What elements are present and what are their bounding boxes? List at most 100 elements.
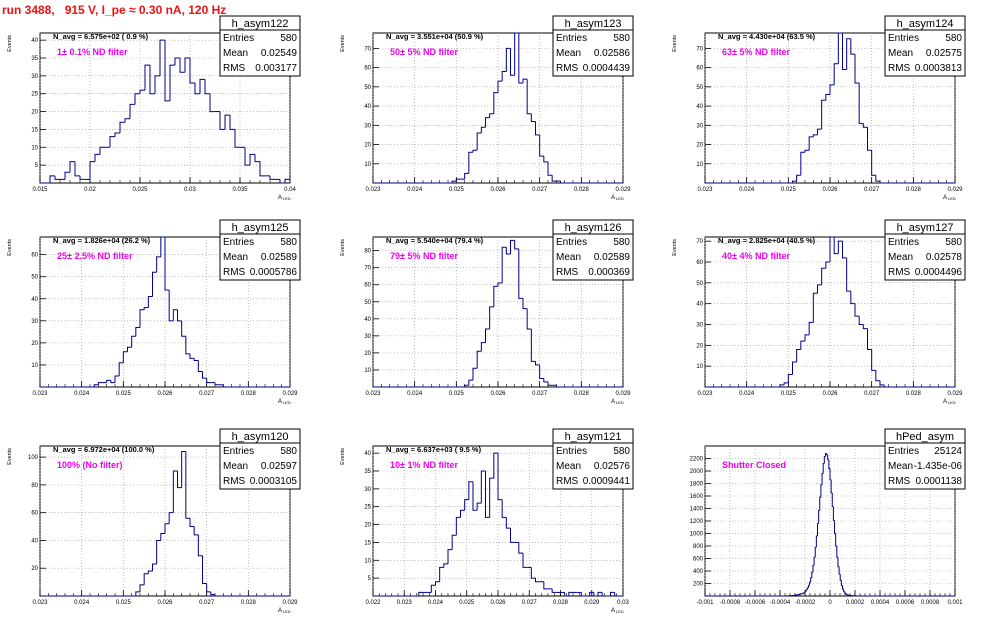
histogram-bin (160, 533, 165, 541)
histogram-bin (64, 171, 70, 180)
histogram-bin (543, 156, 548, 163)
histogram-bin (480, 470, 486, 504)
stats-label: Entries (556, 33, 587, 44)
histogram-bin (505, 517, 511, 529)
histogram-bin (122, 351, 128, 363)
histogram-panel-h_asym126: 0.023 0.024 0.025 0.026 0.027 0.028 0.029 10 20 3… (340, 219, 634, 405)
y-axis-label: Events (7, 448, 13, 465)
histogram-bin (172, 470, 178, 513)
histogram-bin (79, 175, 85, 180)
x-tick-label: 0.024 (739, 187, 755, 193)
y-tick-label: 25 (364, 505, 371, 511)
x-tick-label: 0.028 (241, 391, 257, 397)
y-tick-label: 1400 (690, 507, 704, 513)
y-tick-label: 80 (31, 483, 38, 489)
histogram-bin (74, 161, 80, 177)
stats-value: 0.0009441 (583, 476, 631, 487)
x-tick-label: 0.035 (232, 187, 248, 193)
stats-value: 580 (613, 33, 630, 44)
histogram-bin (284, 178, 290, 183)
histogram-bin (867, 328, 872, 350)
y-tick-label: 400 (693, 569, 704, 575)
x-tick-label: 0.026 (490, 187, 506, 193)
histogram-bin (135, 326, 140, 337)
histogram-bin (883, 384, 889, 388)
stats-label: RMS (888, 476, 911, 487)
histogram-bin (871, 349, 876, 371)
histogram-bins (705, 236, 955, 388)
histogram-bin (510, 528, 515, 543)
histogram-bin (837, 32, 843, 64)
histogram-bin (501, 246, 507, 284)
y-tick-label: 1600 (690, 494, 704, 500)
histogram-bin (134, 93, 140, 105)
stats-label: RMS (556, 476, 579, 487)
histogram-bin (210, 591, 215, 596)
histogram-bin (779, 384, 785, 387)
stats-value: 580 (945, 237, 962, 248)
stats-label: Entries (223, 237, 254, 248)
stats-label: RMS (556, 267, 579, 278)
histogram-bin (493, 92, 498, 114)
x-tick-label: 0.0002 (846, 600, 865, 606)
histogram-bin (185, 451, 190, 519)
x-tick-label: 0.029 (947, 187, 963, 193)
stats-value: 0.0004439 (583, 63, 631, 74)
x-tick-label: -0.0002 (795, 600, 816, 606)
histogram-bin (867, 127, 872, 151)
histogram-bin (846, 257, 851, 292)
y-tick-label: 800 (693, 544, 704, 550)
histogram-bin (497, 80, 503, 93)
histogram-bin (530, 113, 536, 122)
histogram-bin (202, 555, 207, 584)
histogram-bins (40, 236, 290, 388)
histogram-bin (817, 128, 822, 135)
x-axis-label-subscript: LED (948, 400, 956, 405)
y-axis-label: Events (7, 35, 13, 52)
histogram-bin (812, 134, 818, 137)
y-axis-label: Events (672, 35, 678, 52)
stats-label: Mean (888, 252, 913, 263)
histogram-bins (705, 32, 955, 184)
x-tick-label: 0.026 (490, 600, 506, 606)
histogram-bin (560, 181, 565, 184)
histogram-bin (168, 289, 174, 322)
histogram-panel-h_asym123: 0.023 0.024 0.025 0.026 0.027 0.028 0.029 10 20 3… (340, 15, 634, 201)
histogram-bin (194, 83, 200, 95)
stats-value: 580 (613, 446, 630, 457)
y-tick-label: 1200 (690, 519, 704, 525)
stats-label: Entries (556, 446, 587, 457)
x-tick-label: 0.023 (365, 391, 381, 397)
histogram-bin (139, 584, 145, 592)
histogram-bin (580, 592, 586, 597)
histogram-bin (94, 153, 100, 162)
y-axis-label: Events (340, 35, 346, 52)
y-tick-label: 15 (31, 127, 38, 133)
histogram-bin (199, 78, 205, 94)
x-tick-label: 0.028 (553, 600, 569, 606)
x-tick-label: 0.02 (84, 187, 96, 193)
stats-box (884, 442, 966, 490)
x-tick-label: 0.023 (32, 600, 48, 606)
histogram-bins (373, 239, 623, 388)
histogram-bin (455, 516, 461, 536)
histogram-bin (850, 38, 855, 55)
x-tick-label: 0 (828, 600, 832, 606)
y-tick-label: 80 (364, 249, 371, 255)
histogram-bin (197, 360, 203, 373)
stats-value: 580 (945, 33, 962, 44)
histogram-bin (156, 539, 161, 565)
histogram-bin (249, 153, 255, 166)
histogram-bin (804, 149, 810, 153)
histogram-bin (543, 581, 548, 590)
y-tick-label: 40 (364, 317, 371, 323)
stats-value: 0.0004496 (915, 267, 963, 278)
histogram-bin (833, 237, 839, 255)
stats-label: Mean (888, 461, 913, 472)
histogram-bin (168, 512, 174, 524)
stats-value: 0.02575 (926, 48, 963, 59)
x-tick-label: 0.027 (522, 600, 538, 606)
x-tick-label: 0.029 (282, 391, 298, 397)
stats-value: 580 (280, 33, 297, 44)
y-tick-label: 10 (364, 368, 371, 374)
